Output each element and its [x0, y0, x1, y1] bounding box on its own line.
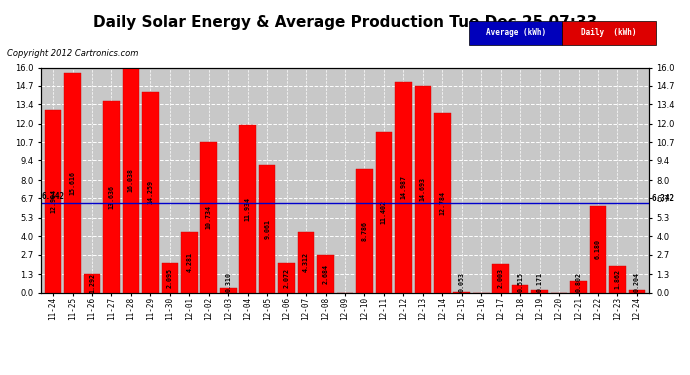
- Text: 9.061: 9.061: [264, 219, 270, 239]
- Text: Average (kWh): Average (kWh): [486, 28, 546, 38]
- Text: 16.038: 16.038: [128, 168, 134, 192]
- Text: 11.934: 11.934: [245, 196, 250, 220]
- Bar: [356, 169, 373, 292]
- Bar: [434, 113, 451, 292]
- Bar: [45, 110, 61, 292]
- Bar: [415, 86, 431, 292]
- Bar: [570, 281, 586, 292]
- Bar: [629, 290, 645, 292]
- Text: 0.310: 0.310: [225, 272, 231, 292]
- Bar: [590, 206, 607, 292]
- Bar: [181, 232, 197, 292]
- Text: 12.984: 12.984: [50, 189, 56, 213]
- Bar: [278, 263, 295, 292]
- Bar: [239, 124, 256, 292]
- Text: 0.171: 0.171: [537, 272, 542, 292]
- Bar: [142, 92, 159, 292]
- Text: Daily Solar Energy & Average Production Tue Dec 25 07:33: Daily Solar Energy & Average Production …: [93, 15, 597, 30]
- Bar: [375, 132, 392, 292]
- Text: 13.636: 13.636: [108, 184, 115, 209]
- Text: 4.281: 4.281: [186, 252, 193, 272]
- Text: 0.515: 0.515: [517, 272, 523, 292]
- Text: Copyright 2012 Cartronics.com: Copyright 2012 Cartronics.com: [7, 49, 138, 58]
- Text: 1.292: 1.292: [89, 273, 95, 293]
- Bar: [64, 73, 81, 292]
- Text: 2.072: 2.072: [284, 268, 290, 288]
- Bar: [395, 82, 412, 292]
- Text: 6.180: 6.180: [595, 239, 601, 259]
- Bar: [512, 285, 529, 292]
- Bar: [298, 232, 315, 292]
- Bar: [531, 290, 548, 292]
- Text: 14.693: 14.693: [420, 177, 426, 201]
- Bar: [317, 255, 334, 292]
- Text: 11.402: 11.402: [381, 200, 387, 224]
- Bar: [83, 274, 100, 292]
- Bar: [259, 165, 275, 292]
- Text: 0.053: 0.053: [459, 272, 465, 292]
- Bar: [609, 266, 626, 292]
- Bar: [493, 264, 509, 292]
- Text: Daily  (kWh): Daily (kWh): [581, 28, 637, 38]
- Text: 6.342: 6.342: [42, 192, 65, 201]
- Text: 2.684: 2.684: [322, 264, 328, 284]
- Text: 14.987: 14.987: [400, 175, 406, 199]
- Bar: [123, 67, 139, 292]
- Text: 8.786: 8.786: [362, 221, 368, 241]
- Text: 15.616: 15.616: [70, 171, 75, 195]
- Text: 0.204: 0.204: [634, 272, 640, 292]
- Text: 6.342: 6.342: [651, 194, 675, 203]
- Text: 2.003: 2.003: [497, 268, 504, 288]
- Bar: [104, 101, 120, 292]
- Bar: [220, 288, 237, 292]
- Bar: [161, 263, 178, 292]
- Text: 14.259: 14.259: [148, 180, 153, 204]
- Text: 10.734: 10.734: [206, 205, 212, 229]
- Text: 2.095: 2.095: [167, 268, 173, 288]
- Text: 4.312: 4.312: [303, 252, 309, 272]
- Bar: [201, 141, 217, 292]
- Text: 0.802: 0.802: [575, 272, 582, 292]
- Text: 1.862: 1.862: [615, 269, 620, 290]
- Text: 12.784: 12.784: [440, 190, 445, 214]
